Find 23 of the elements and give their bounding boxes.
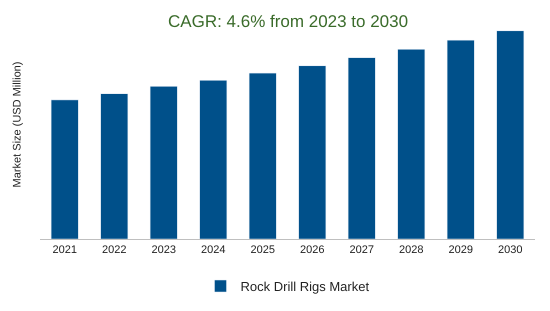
x-tick-label: 2021 bbox=[52, 244, 77, 256]
bar bbox=[298, 66, 326, 239]
bar bbox=[248, 72, 277, 239]
x-tick-label: 2022 bbox=[102, 244, 126, 256]
x-tick-label: 2025 bbox=[250, 244, 275, 256]
x-tick-label: 2023 bbox=[152, 244, 176, 256]
legend-label: Rock Drill Rigs Market bbox=[240, 279, 370, 294]
x-tick-label: 2027 bbox=[350, 244, 374, 256]
chart-title: CAGR: 4.6% from 2023 to 2030 bbox=[168, 12, 408, 31]
y-axis-title: Market Size (USD Million) bbox=[12, 62, 24, 188]
bar bbox=[446, 40, 475, 239]
bar bbox=[150, 86, 178, 239]
bar bbox=[199, 80, 228, 239]
bar bbox=[100, 93, 128, 239]
x-tick-label: 2029 bbox=[448, 244, 473, 256]
x-tick-label: 2028 bbox=[399, 244, 424, 256]
bar bbox=[50, 100, 79, 239]
x-tick-label: 2030 bbox=[498, 244, 522, 256]
x-tick-label: 2026 bbox=[300, 244, 324, 256]
bar bbox=[397, 49, 426, 239]
bar bbox=[348, 57, 376, 239]
bar bbox=[496, 30, 524, 239]
x-tick-label: 2024 bbox=[201, 244, 226, 256]
